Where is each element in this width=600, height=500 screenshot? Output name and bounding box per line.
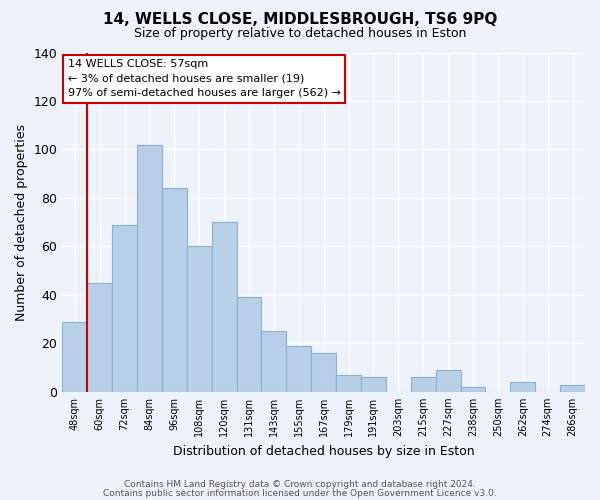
Bar — [87, 282, 112, 392]
Bar — [436, 370, 461, 392]
Text: Contains HM Land Registry data © Crown copyright and database right 2024.: Contains HM Land Registry data © Crown c… — [124, 480, 476, 489]
Bar — [112, 224, 137, 392]
Bar — [212, 222, 236, 392]
Bar — [162, 188, 187, 392]
Bar — [411, 378, 436, 392]
Bar — [62, 322, 87, 392]
Text: 14, WELLS CLOSE, MIDDLESBROUGH, TS6 9PQ: 14, WELLS CLOSE, MIDDLESBROUGH, TS6 9PQ — [103, 12, 497, 28]
Bar — [236, 298, 262, 392]
Text: Size of property relative to detached houses in Eston: Size of property relative to detached ho… — [134, 28, 466, 40]
Bar — [311, 353, 336, 392]
Bar — [361, 378, 386, 392]
Bar — [461, 387, 485, 392]
Y-axis label: Number of detached properties: Number of detached properties — [15, 124, 28, 320]
Bar — [286, 346, 311, 392]
Bar — [560, 384, 585, 392]
Bar — [187, 246, 212, 392]
Bar — [511, 382, 535, 392]
X-axis label: Distribution of detached houses by size in Eston: Distribution of detached houses by size … — [173, 444, 475, 458]
Text: 14 WELLS CLOSE: 57sqm
← 3% of detached houses are smaller (19)
97% of semi-detac: 14 WELLS CLOSE: 57sqm ← 3% of detached h… — [68, 60, 341, 98]
Bar — [137, 144, 162, 392]
Bar — [336, 375, 361, 392]
Text: Contains public sector information licensed under the Open Government Licence v3: Contains public sector information licen… — [103, 488, 497, 498]
Bar — [262, 331, 286, 392]
